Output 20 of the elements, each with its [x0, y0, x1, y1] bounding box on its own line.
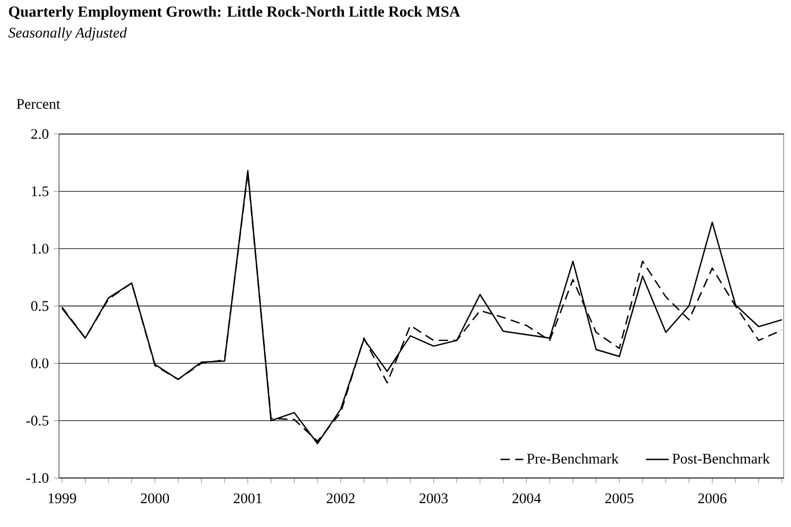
y-tick-label: -0.5	[26, 416, 48, 426]
x-tick-label: 2005	[605, 493, 634, 504]
x-tick-label: 1999	[48, 493, 76, 504]
chart-title: Quarterly Employment Growth: Little Rock-North Little Rock MSA	[9, 6, 460, 20]
x-tick-label: 2001	[234, 493, 262, 504]
y-tick-label: 1.5	[32, 186, 48, 196]
x-tick-label: 2003	[420, 493, 448, 504]
y-axis-title: Percent	[16, 99, 60, 109]
legend-label: Pre-Benchmark	[527, 453, 619, 464]
x-tick-label: 2002	[326, 493, 355, 504]
y-tick-label: 0.0	[31, 358, 48, 368]
y-tick-label: 1.0	[32, 244, 48, 254]
y-tick-label: -1.0	[26, 473, 48, 483]
chart-subtitle: Seasonally Adjusted	[8, 27, 127, 41]
legend-label: Post-Benchmark	[672, 453, 770, 464]
y-tick-label: 0.5	[31, 301, 48, 311]
x-tick-label: 2004	[512, 493, 541, 504]
y-tick-label: 2.0	[31, 129, 48, 139]
x-tick-label: 2006	[698, 493, 726, 504]
x-tick-label: 2000	[140, 493, 170, 504]
